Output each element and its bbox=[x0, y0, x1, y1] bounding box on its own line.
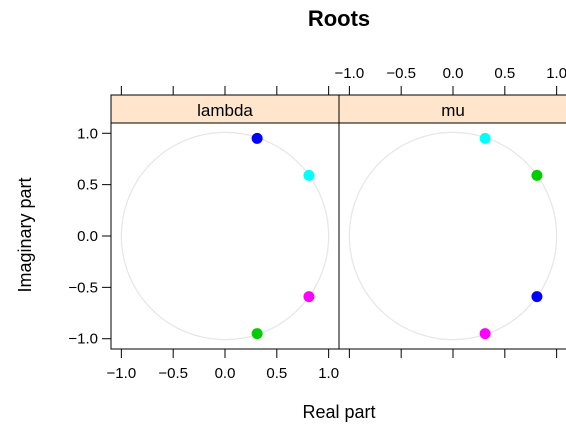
x-axis-title: Real part bbox=[302, 402, 375, 422]
y-tick-label: 0.0 bbox=[77, 228, 98, 245]
point-mu-4 bbox=[479, 328, 491, 340]
point-lambda-2 bbox=[303, 169, 315, 181]
x-tick-label: 0.5 bbox=[494, 65, 515, 82]
y-axis-title: Imaginary part bbox=[15, 177, 35, 292]
panels-group: lambda −1.0 −0.5 0.0 0.5 1.0 1.0 0.5 0.0 −0.5 −1.0… bbox=[68, 65, 566, 382]
strip-label-lambda: lambda bbox=[197, 101, 253, 120]
chart-title: Roots bbox=[308, 6, 370, 31]
strip-label-mu: mu bbox=[441, 101, 465, 120]
y-tick-label: 1.0 bbox=[77, 125, 98, 142]
panel-border-lambda bbox=[110, 122, 340, 350]
x-tick-label: 0.0 bbox=[443, 65, 464, 82]
point-lambda-1 bbox=[251, 132, 263, 144]
panel-border-mu bbox=[338, 122, 566, 350]
x-tick-label: 0.5 bbox=[266, 365, 287, 382]
point-mu-3 bbox=[531, 291, 543, 303]
y-tick-label: 0.5 bbox=[77, 177, 98, 194]
point-mu-1 bbox=[479, 132, 491, 144]
x-tick-label: −0.5 bbox=[386, 65, 416, 82]
x-tick-label: −1.0 bbox=[335, 65, 365, 82]
strip-lambda bbox=[110, 94, 340, 124]
unit-circle-mu bbox=[348, 131, 558, 341]
unit-circle-lambda bbox=[120, 131, 330, 341]
point-lambda-3 bbox=[303, 291, 315, 303]
x-tick-label: −1.0 bbox=[107, 365, 137, 382]
y-tick-label: −0.5 bbox=[68, 279, 98, 296]
point-mu-2 bbox=[531, 169, 543, 181]
x-tick-label: 0.0 bbox=[215, 365, 236, 382]
point-lambda-4 bbox=[251, 328, 263, 340]
x-tick-label: 1.0 bbox=[546, 65, 566, 82]
y-tick-label: −1.0 bbox=[68, 331, 98, 348]
x-tick-label: −0.5 bbox=[158, 365, 188, 382]
x-tick-label: 1.0 bbox=[318, 365, 339, 382]
